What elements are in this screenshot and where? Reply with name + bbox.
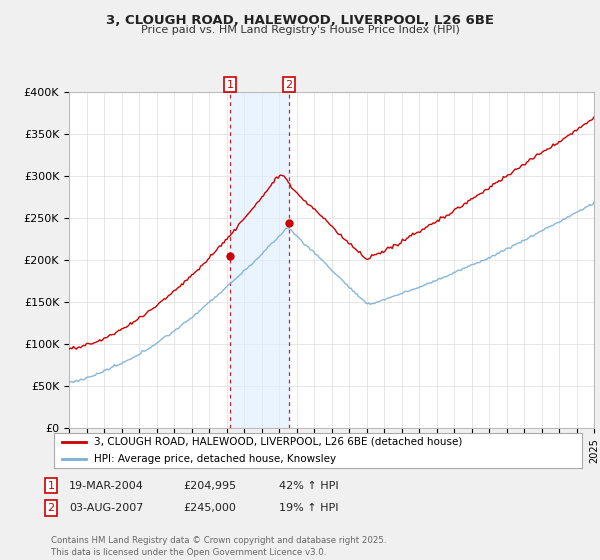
Text: 1: 1 [227, 80, 233, 90]
Text: 19-MAR-2004: 19-MAR-2004 [69, 480, 144, 491]
Text: Price paid vs. HM Land Registry's House Price Index (HPI): Price paid vs. HM Land Registry's House … [140, 25, 460, 35]
Text: 2: 2 [47, 503, 55, 513]
Bar [230, 92, 289, 428]
Text: 3, CLOUGH ROAD, HALEWOOD, LIVERPOOL, L26 6BE (detached house): 3, CLOUGH ROAD, HALEWOOD, LIVERPOOL, L26… [94, 437, 462, 446]
Text: Contains HM Land Registry data © Crown copyright and database right 2025.
This d: Contains HM Land Registry data © Crown c… [51, 536, 386, 557]
Text: 19% ↑ HPI: 19% ↑ HPI [279, 503, 338, 513]
Text: £245,000: £245,000 [183, 503, 236, 513]
Text: 03-AUG-2007: 03-AUG-2007 [69, 503, 143, 513]
Text: £204,995: £204,995 [183, 480, 236, 491]
Text: 2: 2 [286, 80, 293, 90]
Text: 1: 1 [47, 480, 55, 491]
Text: 42% ↑ HPI: 42% ↑ HPI [279, 480, 338, 491]
Text: HPI: Average price, detached house, Knowsley: HPI: Average price, detached house, Know… [94, 454, 336, 464]
Text: 3, CLOUGH ROAD, HALEWOOD, LIVERPOOL, L26 6BE: 3, CLOUGH ROAD, HALEWOOD, LIVERPOOL, L26… [106, 14, 494, 27]
